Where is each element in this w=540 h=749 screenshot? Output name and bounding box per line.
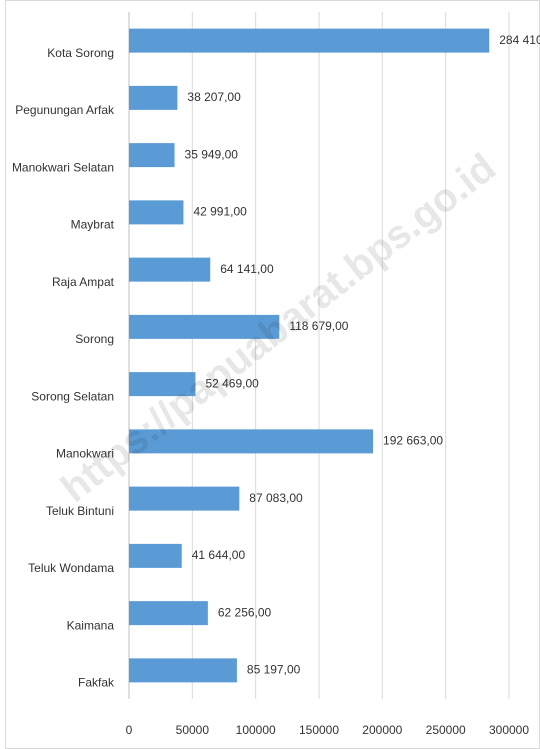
x-tick-label: 0 <box>126 723 133 737</box>
x-tick-label: 200000 <box>362 723 402 737</box>
chart-frame <box>5 0 540 749</box>
bar <box>129 601 208 626</box>
data-label: 52 469,00 <box>205 376 259 390</box>
y-tick-label: Manokwari Selatan <box>12 160 114 174</box>
data-label: 62 256,00 <box>218 605 272 619</box>
x-tick-label: 300000 <box>489 723 529 737</box>
x-tick-label: 50000 <box>176 723 210 737</box>
y-tick-label: Fakfak <box>78 676 115 690</box>
y-tick-label: Pegunungan Arfak <box>15 103 115 117</box>
bar <box>129 314 280 339</box>
data-label: 87 083,00 <box>249 491 303 505</box>
plot-area: 0 50000 100000 150000 200000 250000 300000 Kota… <box>12 12 540 737</box>
y-tick-label: Maybrat <box>71 218 115 232</box>
data-label: 41 644,00 <box>192 548 246 562</box>
y-tick-label: Kaimana <box>67 618 115 632</box>
bar <box>129 85 178 110</box>
bar <box>129 200 184 225</box>
bar <box>129 257 211 282</box>
data-label: 118 679,00 <box>289 319 348 333</box>
data-label: 35 949,00 <box>185 147 239 161</box>
bar <box>129 28 490 53</box>
bar <box>129 372 196 397</box>
x-tick-label: 250000 <box>426 723 466 737</box>
y-tick-label: Kota Sorong <box>47 46 114 60</box>
data-label: 85 197,00 <box>247 663 301 677</box>
bar <box>129 543 182 568</box>
data-label: 38 207,00 <box>187 90 241 104</box>
x-tick-label: 150000 <box>299 723 339 737</box>
y-tick-label: Teluk Wondama <box>28 561 114 575</box>
data-label: 284 410 <box>499 33 540 47</box>
y-tick-label: Sorong <box>75 332 114 346</box>
bar <box>129 486 240 511</box>
x-tick-label: 100000 <box>236 723 276 737</box>
bar <box>129 143 175 168</box>
data-label: 192 663,00 <box>383 434 443 448</box>
y-tick-label: Teluk Bintuni <box>46 504 114 518</box>
y-tick-label: Raja Ampat <box>52 275 115 289</box>
bar <box>129 658 237 683</box>
data-label: 64 141,00 <box>220 262 274 276</box>
bar <box>129 429 374 454</box>
y-tick-label: Sorong Selatan <box>31 389 114 403</box>
y-tick-label: Manokwari <box>56 447 114 461</box>
data-label: 42 991,00 <box>193 205 247 219</box>
